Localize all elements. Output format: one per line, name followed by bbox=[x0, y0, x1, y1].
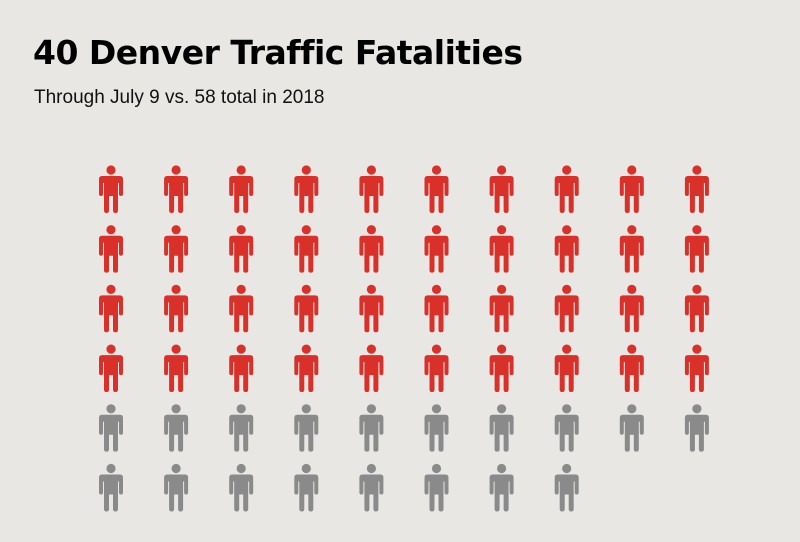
person-icon-highlight bbox=[684, 284, 709, 333]
person-icon-highlight bbox=[99, 225, 123, 273]
person-icon-highlight bbox=[489, 165, 514, 213]
person-icon-base bbox=[684, 404, 709, 452]
person-icon-base bbox=[164, 463, 189, 512]
person-icon-base bbox=[359, 404, 384, 452]
person-icon-base bbox=[489, 404, 514, 452]
person-icon-highlight bbox=[424, 225, 449, 273]
person-icon-highlight bbox=[359, 284, 384, 333]
person-icon-highlight bbox=[554, 284, 579, 333]
person-icon-highlight bbox=[229, 344, 254, 393]
person-icon-highlight bbox=[164, 284, 189, 333]
person-icon-highlight bbox=[99, 284, 123, 333]
person-icon-highlight bbox=[684, 344, 709, 393]
person-icon-base bbox=[554, 404, 579, 452]
person-icon-highlight bbox=[99, 165, 123, 213]
person-icon-highlight bbox=[164, 225, 189, 273]
person-icon-base bbox=[554, 463, 579, 512]
person-icon-base bbox=[99, 463, 123, 512]
person-icon-highlight bbox=[489, 225, 514, 273]
person-icon-highlight bbox=[619, 165, 644, 213]
person-icon-highlight bbox=[619, 284, 644, 333]
person-icon-highlight bbox=[99, 344, 123, 393]
person-icon-highlight bbox=[424, 284, 449, 333]
chart-title: 40 Denver Traffic Fatalities bbox=[33, 33, 523, 72]
person-icon-highlight bbox=[554, 165, 579, 213]
person-icon-highlight bbox=[684, 225, 709, 273]
person-icon-highlight bbox=[554, 225, 579, 273]
person-icon-base bbox=[164, 404, 189, 452]
person-icon-highlight bbox=[489, 284, 514, 333]
person-icon-highlight bbox=[294, 225, 319, 273]
person-icon-highlight bbox=[294, 344, 319, 393]
person-icon-highlight bbox=[294, 284, 319, 333]
person-icon-highlight bbox=[619, 344, 644, 393]
person-icon-highlight bbox=[489, 344, 514, 393]
person-icon-highlight bbox=[164, 344, 189, 393]
person-icon-highlight bbox=[554, 344, 579, 393]
person-icon-base bbox=[359, 463, 384, 512]
person-icon-base bbox=[424, 404, 449, 452]
person-icon-base bbox=[229, 463, 254, 512]
person-icon-highlight bbox=[229, 225, 254, 273]
person-icon-highlight bbox=[294, 165, 319, 213]
person-icon-base bbox=[489, 463, 514, 512]
person-icon-highlight bbox=[424, 344, 449, 393]
person-icon-highlight bbox=[359, 344, 384, 393]
person-icon-highlight bbox=[619, 225, 644, 273]
person-icon-highlight bbox=[684, 165, 709, 213]
person-icon-highlight bbox=[424, 165, 449, 213]
person-icon-highlight bbox=[359, 225, 384, 273]
person-icon-base bbox=[229, 404, 254, 452]
person-icon-base bbox=[619, 404, 644, 452]
person-icon-highlight bbox=[164, 165, 189, 213]
person-icon-base bbox=[294, 404, 319, 452]
chart-subtitle: Through July 9 vs. 58 total in 2018 bbox=[34, 87, 325, 108]
person-icon-base bbox=[424, 463, 449, 512]
person-icon-highlight bbox=[229, 165, 254, 213]
person-icon-highlight bbox=[229, 284, 254, 333]
person-icon-base bbox=[294, 463, 319, 512]
person-icon-base bbox=[99, 404, 123, 452]
person-icon-highlight bbox=[359, 165, 384, 213]
